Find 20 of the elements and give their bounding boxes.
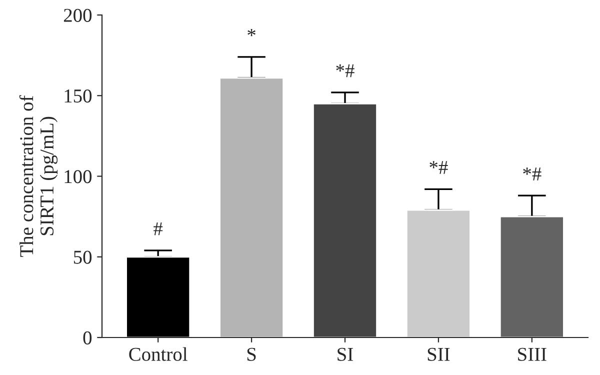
x-tick-label: SII [428,348,450,361]
y-tick-label: 150 [64,89,92,103]
annotation: *# [336,64,354,78]
y-tick-label: 50 [74,250,92,264]
annotation: * [248,28,256,36]
x-tick-label: Control [129,347,188,361]
bar [312,102,378,338]
bar [406,209,471,338]
bar [219,77,284,338]
x-tick-label: SI [338,348,353,361]
annotation: *# [523,168,542,180]
x-tick-label: S [247,348,256,361]
annotation: *# [430,161,448,174]
bar [499,216,564,338]
y-tick-label: 0 [83,331,92,344]
y-axis-title: The concentration of SIRT1 (pg/mL) [19,95,58,257]
y-tick-label: 200 [64,8,92,22]
x-tick-label: SIII [518,348,546,361]
y-tick-label: 100 [64,170,92,184]
annotation: # [154,222,163,236]
